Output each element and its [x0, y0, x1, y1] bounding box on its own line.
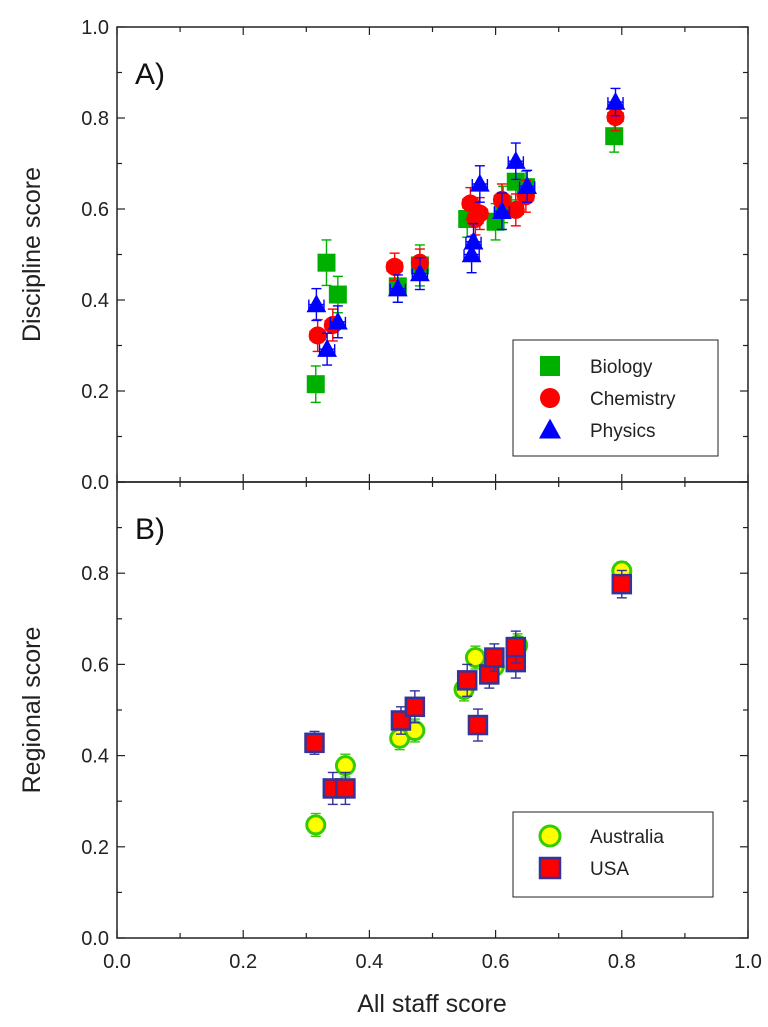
data-point-australia [305, 814, 327, 836]
data-point-usa [335, 778, 356, 799]
panels: 0.0 0.2 0.4 0.6 0.8 1.0 Discipline score A) Biol… [18, 17, 762, 973]
data-point-physics [387, 278, 408, 297]
y-tick-label: 0.8 [81, 563, 109, 585]
x-tick-label: 0.0 [103, 951, 131, 973]
panel-b: 0.0 0.2 0.4 0.6 0.8 0.0 0.2 0.4 0.6 0.8 1.0 Regiona… [18, 481, 762, 973]
data-point-biology [317, 253, 336, 272]
data-point-physics [469, 173, 490, 192]
y-tick-label: 0.0 [81, 928, 109, 950]
legend-label-australia: Australia [590, 827, 664, 848]
data-point-chemistry [506, 200, 525, 219]
data-point-usa [467, 714, 489, 736]
series-physics [306, 87, 626, 366]
data-point-physics [605, 91, 626, 110]
legend: Biology Chemistry Physics [512, 339, 719, 457]
legend-marker-australia [538, 824, 562, 848]
data-point-physics [317, 338, 338, 357]
panel-a: 0.0 0.2 0.4 0.6 0.8 1.0 Discipline score A) Biol… [18, 17, 749, 494]
y-tick-label: 0.6 [81, 654, 109, 676]
panel-label: A) [135, 58, 165, 91]
y-tick-label: 0.2 [81, 837, 109, 859]
data-point-biology [605, 127, 624, 146]
data-point-biology [306, 375, 325, 394]
data-point-usa [479, 664, 500, 685]
legend-box [512, 811, 714, 898]
data-point-usa [505, 636, 527, 658]
y-tick-label: 0.2 [81, 381, 109, 403]
data-point-usa [611, 573, 633, 595]
data-point-physics [409, 263, 430, 282]
data-point-chemistry [385, 257, 404, 276]
y-axis-label: Discipline score [18, 167, 46, 342]
data-point-chemistry [606, 108, 625, 127]
legend-marker-physics [539, 418, 561, 439]
x-tick-label: 0.6 [482, 951, 510, 973]
data-point-usa [456, 670, 478, 691]
data-point-usa [484, 647, 505, 668]
data-point-usa [304, 732, 325, 754]
data-point-physics [517, 175, 538, 194]
y-tick-label: 0.4 [81, 746, 109, 768]
panel-label: B) [135, 513, 165, 546]
x-axis-label: All staff score [357, 990, 507, 1018]
legend-label-usa: USA [590, 859, 629, 880]
x-tick-label: 1.0 [734, 951, 762, 973]
y-tick-label: 1.0 [81, 17, 109, 39]
x-tick-label: 0.2 [229, 951, 257, 973]
y-tick-label: 0.4 [81, 290, 109, 312]
data-point-physics [463, 231, 484, 250]
legend-marker-chemistry [540, 388, 560, 408]
series-usa [304, 569, 633, 806]
y-tick-label: 0.6 [81, 199, 109, 221]
legend-label-physics: Physics [590, 421, 655, 442]
data-point-physics [327, 311, 348, 330]
legend-marker-biology [540, 356, 560, 376]
data-point-biology [328, 285, 347, 304]
data-point-chemistry [308, 326, 327, 345]
y-tick-label: 0.8 [81, 108, 109, 130]
data-point-physics [505, 150, 526, 169]
x-tick-label: 0.4 [355, 951, 383, 973]
data-point-physics [461, 244, 482, 263]
legend: Australia USA [512, 811, 714, 898]
y-tick-label: 0.0 [81, 472, 109, 494]
y-axis-label: Regional score [18, 627, 46, 794]
x-tick-label: 0.8 [608, 951, 636, 973]
data-point-physics [306, 294, 327, 313]
legend-label-biology: Biology [590, 357, 653, 378]
data-point-physics [492, 201, 512, 219]
data-point-usa [404, 696, 426, 718]
data-point-chemistry [470, 204, 489, 223]
legend-label-chemistry: Chemistry [590, 389, 676, 410]
legend-marker-usa [538, 856, 562, 880]
